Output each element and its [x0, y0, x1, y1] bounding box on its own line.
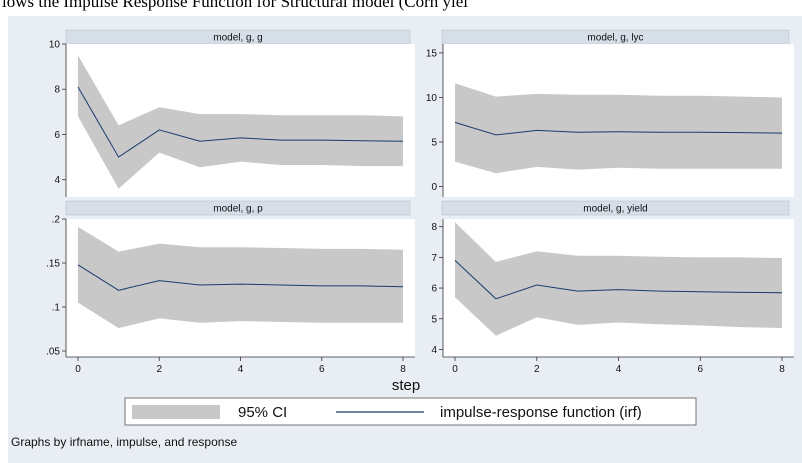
y-tick-label: 5	[431, 314, 437, 325]
y-tick-label: 10	[426, 93, 438, 104]
panel-title-strip	[441, 200, 790, 216]
panel-title: model, g, lyc	[587, 33, 643, 44]
irf-line	[454, 121, 783, 136]
panel-4: model, g, yield 4 5 6 7 8 0 2 4 6 8	[431, 200, 794, 375]
y-tick-label: .15	[46, 259, 60, 270]
y-tick-label: 7	[431, 253, 437, 264]
y-tick-label: .1	[52, 303, 61, 314]
y-tick-label: 8	[431, 222, 437, 233]
x-tick-label: 0	[452, 364, 458, 375]
ci-band	[78, 226, 403, 329]
x-axis-title: step	[392, 377, 420, 394]
y-tick-label: .2	[52, 215, 61, 226]
legend-box	[124, 397, 697, 426]
legend-irf-label: impulse-response function (irf)	[440, 404, 642, 421]
ci-band	[455, 83, 782, 174]
panel-title: model, g, g	[213, 33, 262, 44]
ci-band	[78, 55, 403, 189]
graph-region: model, g, g 4 6 8 10 model, g, lyc 0 5 10 15 model…	[8, 16, 802, 463]
y-tick-label: 6	[54, 130, 60, 141]
y-tick-label: 4	[54, 175, 60, 186]
x-tick-label: 4	[616, 364, 622, 375]
panel-3: model, g, p .05 .1 .15 .2 0 2 4 6 8	[46, 200, 415, 375]
irf-line	[77, 86, 404, 158]
irf-line	[77, 264, 404, 291]
y-tick-label: 15	[426, 48, 438, 59]
legend-ci-swatch	[132, 405, 220, 419]
panel-title: model, g, yield	[583, 204, 647, 215]
y-tick-label: 6	[431, 284, 437, 295]
y-tick-label: 4	[431, 345, 437, 356]
y-tick-label: .05	[46, 347, 60, 358]
x-tick-label: 2	[534, 364, 540, 375]
x-tick-label: 0	[75, 364, 81, 375]
y-tick-label: 8	[54, 85, 60, 96]
y-tick-label: 10	[49, 40, 61, 51]
y-tick-label: 5	[431, 138, 437, 149]
legend-ci-label: 95% CI	[238, 404, 287, 421]
graphs-by-note: Graphs by irfname, impulse, and response	[11, 435, 237, 449]
x-tick-label: 4	[238, 364, 244, 375]
x-tick-label: 8	[400, 364, 406, 375]
panel-2: model, g, lyc 0 5 10 15	[426, 29, 794, 197]
panel-1: model, g, g 4 6 8 10	[49, 29, 415, 197]
ci-band	[455, 222, 782, 336]
panel-title: model, g, p	[213, 204, 263, 215]
y-tick-label: 0	[431, 182, 437, 193]
figure-caption: lows the Impulse Response Function for S…	[2, 0, 469, 11]
legend: 95% CI impulse-response function (irf)	[124, 397, 697, 426]
x-tick-label: 2	[156, 364, 162, 375]
panel-title-strip	[65, 200, 411, 216]
x-tick-label: 6	[319, 364, 325, 375]
irf-line	[454, 260, 783, 300]
x-tick-label: 6	[697, 364, 703, 375]
x-tick-label: 8	[779, 364, 785, 375]
